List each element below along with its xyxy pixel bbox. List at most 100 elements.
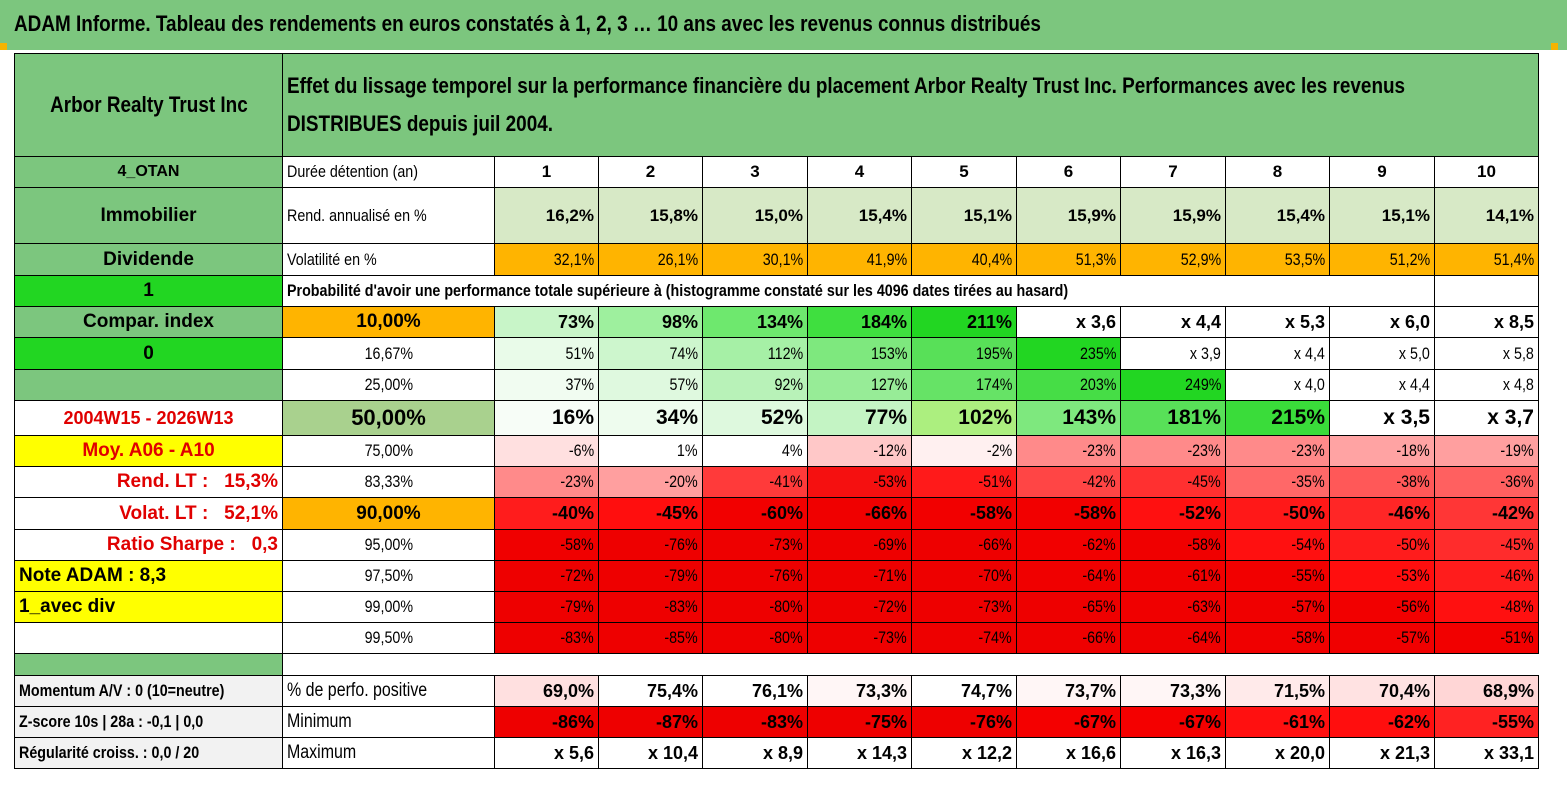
positive-value-text: 73,3%: [855, 680, 907, 701]
quantile-value: -83%: [598, 591, 703, 623]
maximum-value-text: x 20,0: [1274, 742, 1325, 763]
quantile-value: x 6,0: [1329, 306, 1435, 338]
quantile-value: 98%: [598, 306, 703, 338]
quantile-value: 51%: [494, 337, 599, 370]
title-bar-divider: [0, 50, 1567, 53]
quantile-label: 10,00%: [282, 306, 495, 338]
quantile-value: -85%: [598, 622, 703, 654]
quantile-value: x 3,6: [1016, 306, 1121, 338]
quantile-value: x 4,8: [1434, 369, 1539, 401]
momentum-label: Momentum A/V : 0 (10=neutre): [14, 675, 283, 707]
minimum-value: -83%: [702, 706, 808, 738]
empty-green-cell: [14, 369, 283, 401]
quantile-value: -23%: [1016, 435, 1121, 467]
quantile-value: 215%: [1225, 400, 1330, 436]
rend-label-text: Rend. annualisé en %: [287, 205, 427, 225]
quantile-value: -19%: [1434, 435, 1539, 467]
minimum-value: -87%: [598, 706, 703, 738]
empty-cell: [1434, 275, 1539, 307]
quantile-value-text: 181%: [1167, 406, 1221, 429]
instrument-name: Arbor Realty Trust Inc: [14, 53, 283, 157]
quantile-value-text: -61%: [1187, 566, 1221, 585]
rend-value: 14,1%: [1434, 187, 1539, 244]
rend-lt-value: 15,3%: [224, 471, 278, 492]
minimum-value: -61%: [1225, 706, 1330, 738]
rend-value-text: 16,2%: [545, 205, 594, 225]
quantile-label: 25,00%: [282, 369, 495, 401]
table-row: Note ADAM : 8,3 97,50% -72% -79% -76% -71% -70…: [14, 560, 1539, 592]
quantile-value-text: -45%: [1500, 535, 1534, 554]
minimum-value-text: -67%: [1178, 711, 1221, 732]
page-title: ADAM Informe. Tableau des rendements en …: [14, 11, 1041, 36]
positive-value: 68,9%: [1434, 675, 1539, 707]
quantile-value-text: 195%: [975, 343, 1012, 363]
positive-value: 74,7%: [911, 675, 1017, 707]
quantile-label-text: 97,50%: [364, 566, 413, 585]
year-6: 6: [1016, 156, 1121, 188]
rend-value-text: 15,4%: [1276, 205, 1325, 225]
table-row: Immobilier Rend. annualisé en % 16,2% 15,8%…: [14, 187, 1539, 244]
quantile-value: -55%: [1225, 560, 1330, 592]
zscore-label-text: Z-score 10s | 28a : -0,1 | 0,0: [19, 712, 204, 731]
quantile-value: -60%: [702, 497, 808, 530]
table-row: 25,00% 37% 57% 92% 127% 174% 203% 249% x 4,0 x 4,…: [14, 369, 1539, 401]
rend-lt: Rend. LT : 15,3%: [14, 466, 283, 498]
quantile-value: -56%: [1329, 591, 1435, 623]
compar-index-label-text: Compar. index: [83, 311, 214, 332]
maximum-value: x 16,3: [1120, 737, 1226, 769]
period-label: 2004W15 - 2026W13: [14, 400, 283, 436]
rend-value-text: 15,0%: [754, 205, 803, 225]
quantile-value-text: -65%: [1082, 597, 1116, 616]
quantile-value: -57%: [1225, 591, 1330, 623]
avec-div-text: 1_avec div: [19, 596, 116, 617]
quantile-value: x 3,5: [1329, 400, 1435, 436]
quantile-value-text: -45%: [655, 503, 698, 523]
quantile-value: -71%: [807, 560, 912, 592]
quantile-value-text: 215%: [1271, 406, 1325, 429]
quantile-value: -46%: [1329, 497, 1435, 530]
maximum-value-text: x 16,6: [1065, 742, 1116, 763]
quantile-value: -76%: [598, 529, 703, 561]
quantile-value: x 3,9: [1120, 337, 1226, 370]
minimum-value: -62%: [1329, 706, 1435, 738]
quantile-value-text: -58%: [1291, 628, 1325, 647]
quantile-value-text: -79%: [560, 597, 594, 616]
quantile-value-text: -79%: [664, 566, 698, 585]
title-bar: [0, 0, 1567, 50]
table-row: Z-score 10s | 28a : -0,1 | 0,0 Minimum -86…: [14, 706, 1539, 738]
quantile-value: x 4,4: [1120, 306, 1226, 338]
separator-green: [14, 653, 283, 676]
quantile-value-text: 184%: [860, 311, 907, 332]
quantile-value: -2%: [911, 435, 1017, 467]
quantile-value-text: -62%: [1082, 535, 1116, 554]
volat-value: 52,9%: [1120, 243, 1226, 276]
type-cell: Dividende: [14, 243, 283, 276]
quantile-value: -61%: [1120, 560, 1226, 592]
quantile-value: -12%: [807, 435, 912, 467]
quantile-value: -53%: [1329, 560, 1435, 592]
quantile-value: -73%: [911, 591, 1017, 623]
year-2: 2: [598, 156, 703, 188]
quantile-value: 153%: [807, 337, 912, 370]
year-9-text: 9: [1377, 162, 1387, 181]
quantile-value-text: -66%: [1082, 628, 1116, 647]
quantile-value: 16%: [494, 400, 599, 436]
volat-value-text: 53,5%: [1284, 249, 1325, 269]
quantile-value-text: -72%: [560, 566, 594, 585]
sector-cell-text: Immobilier: [100, 204, 197, 226]
moy-label-text: Moy. A06 - A10: [82, 440, 215, 461]
quantile-label: 99,00%: [282, 591, 495, 623]
volat-value-text: 41,9%: [866, 249, 907, 269]
quantile-value: 102%: [911, 400, 1017, 436]
quantile-label-text: 83,33%: [364, 472, 413, 491]
minimum-value: -67%: [1120, 706, 1226, 738]
quantile-value: -50%: [1329, 529, 1435, 561]
quantile-value: -72%: [494, 560, 599, 592]
quantile-value-text: x 5,3: [1284, 311, 1325, 332]
quantile-value: -72%: [807, 591, 912, 623]
quantile-value: 249%: [1120, 369, 1226, 401]
quantile-value-text: 77%: [864, 406, 907, 429]
regularite-label: Régularité croiss. : 0,0 / 20: [14, 737, 283, 769]
maximum-value: x 10,4: [598, 737, 703, 769]
quantile-value-text: -2%: [986, 441, 1012, 460]
